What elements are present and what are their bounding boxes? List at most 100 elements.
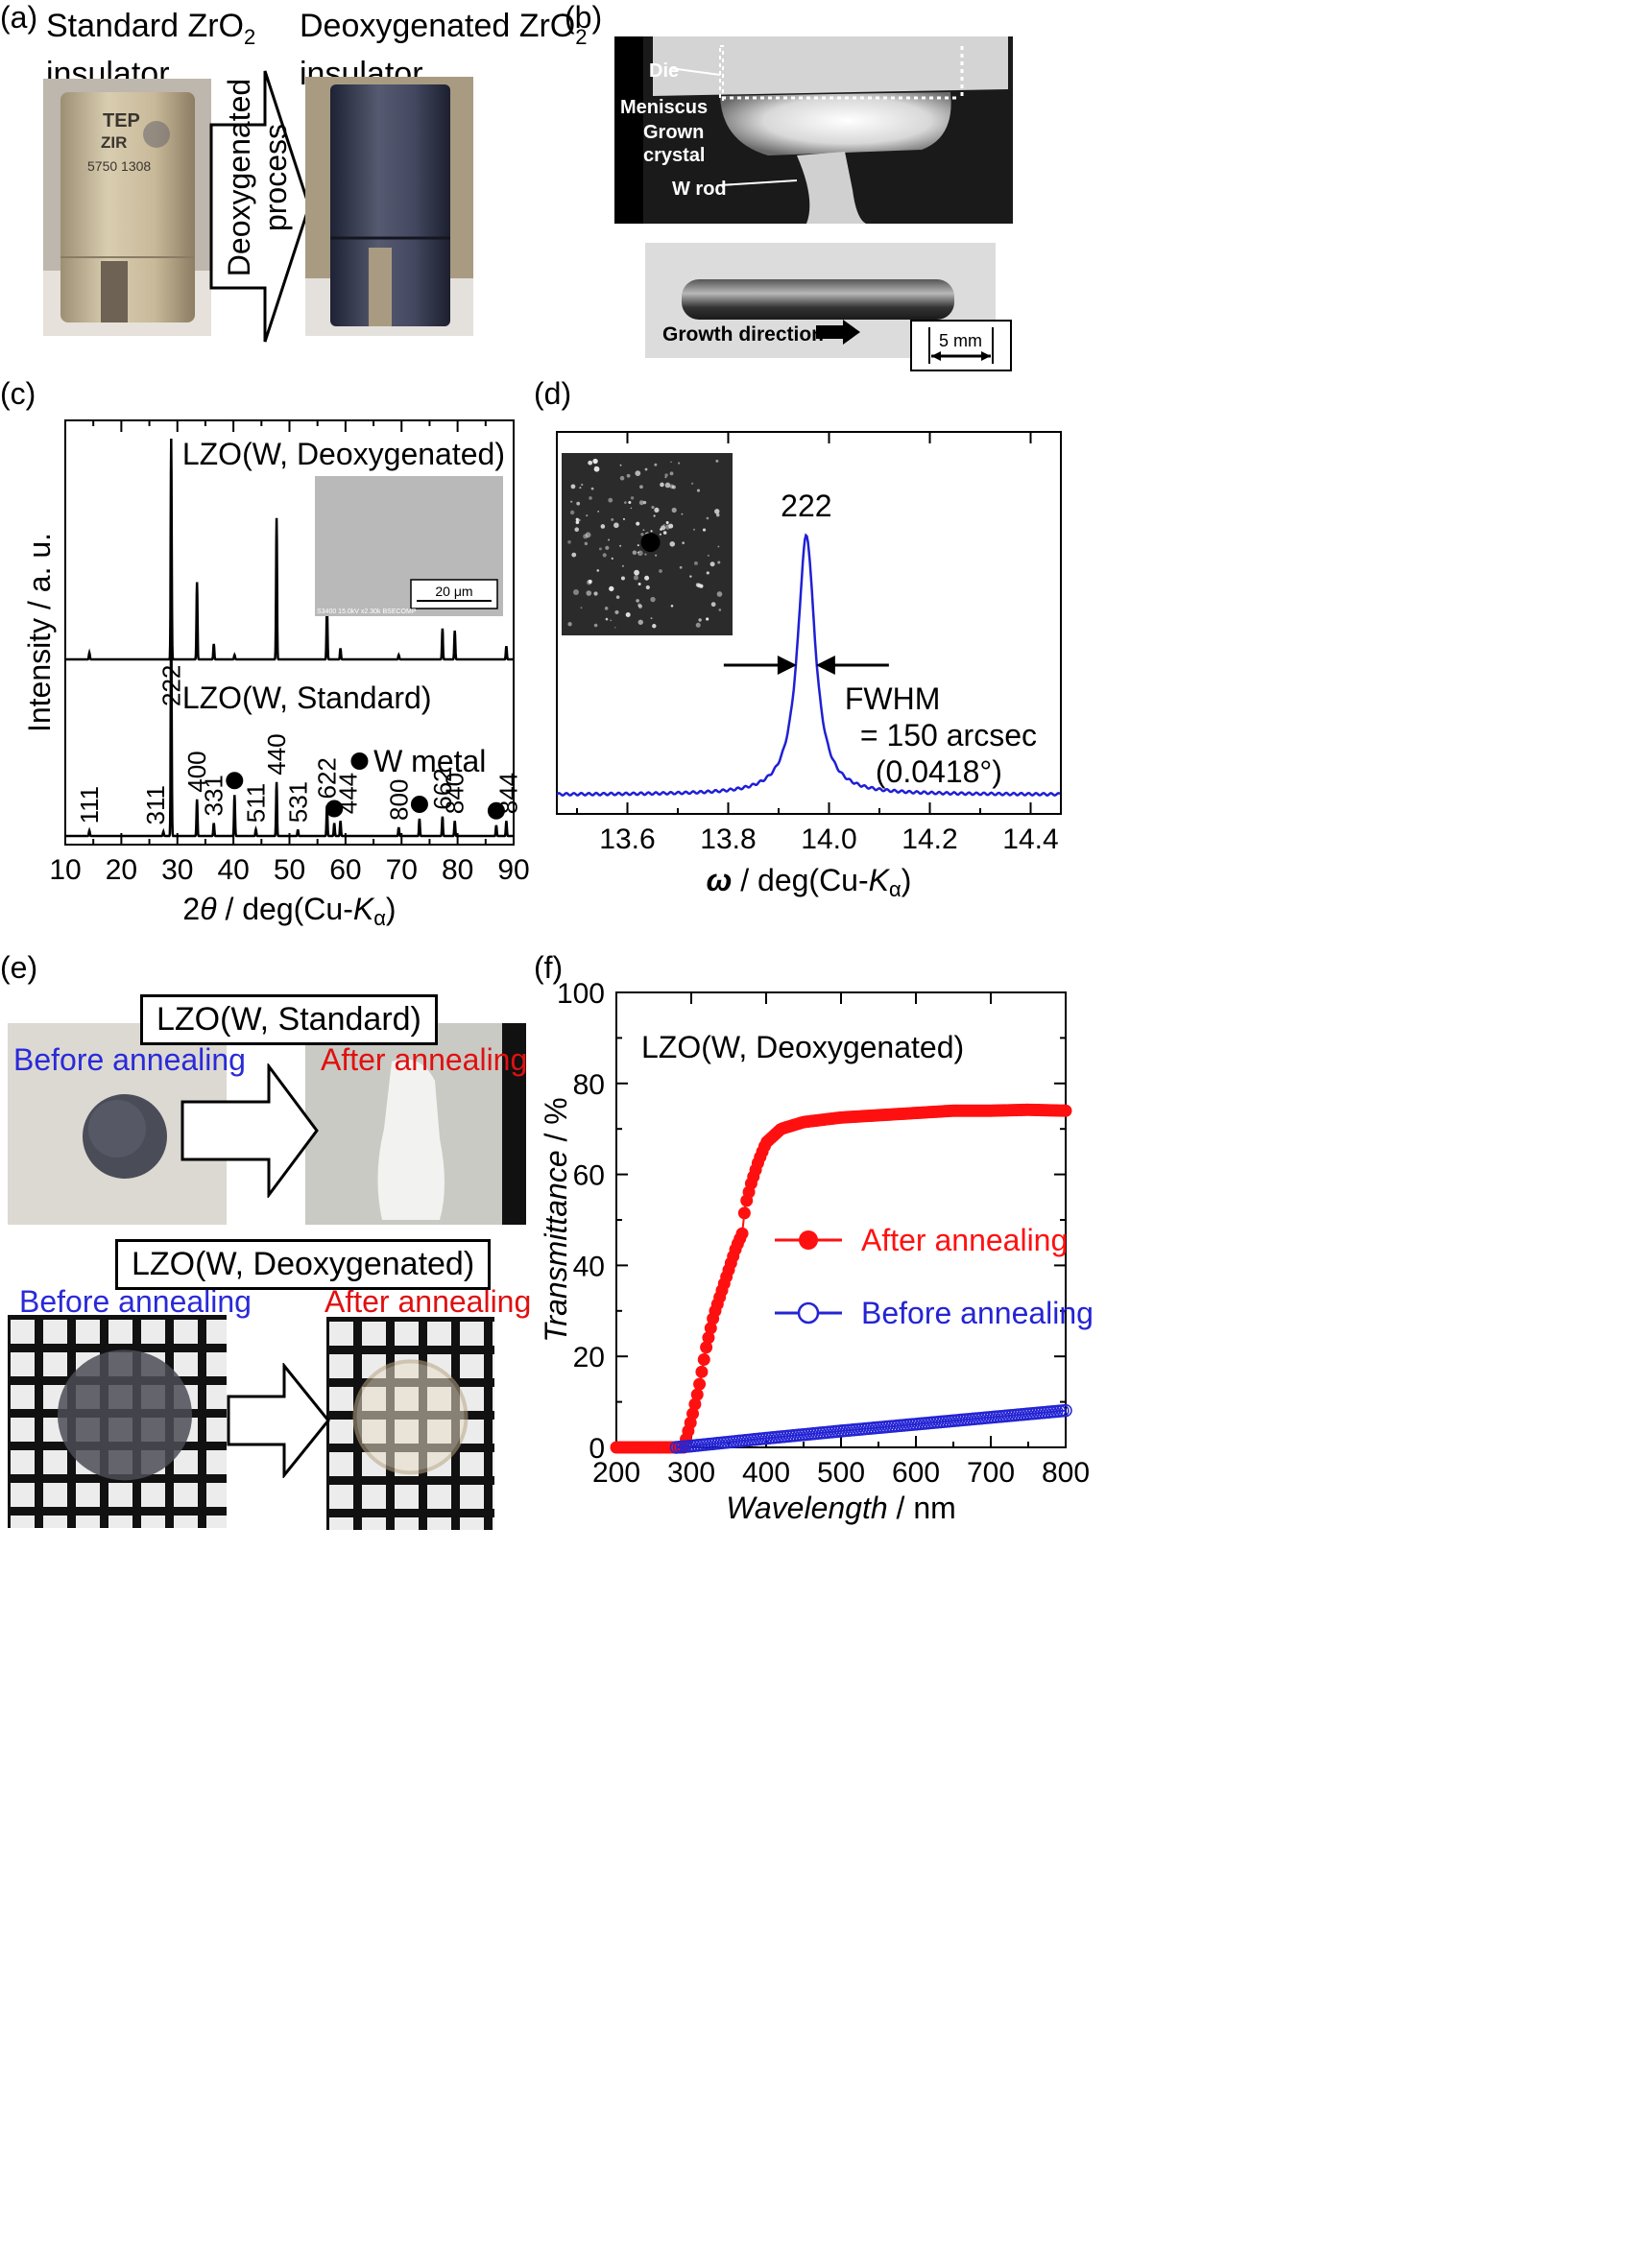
peak-label-400: 400 (182, 751, 211, 792)
grid-line (484, 1317, 493, 1530)
panel-label-e: (e) (0, 950, 38, 985)
laue-spot (644, 467, 648, 471)
laue-spot (625, 612, 631, 618)
x-axis-label-post: / deg(Cu- (217, 892, 353, 926)
label-w-rod: W rod (672, 179, 727, 200)
laue-spot (585, 532, 591, 538)
laue-spot (621, 564, 624, 567)
laue-spot (575, 517, 579, 521)
chart-title: LZO(W, Deoxygenated) (641, 1030, 964, 1064)
crystal-disc (352, 1359, 469, 1475)
process-arrow (209, 70, 311, 343)
peak-label-111: 111 (75, 786, 104, 824)
laue-spot (693, 561, 698, 565)
grid-line (35, 1315, 43, 1528)
laue-spot (586, 514, 589, 517)
fwhm-annotation-1: FWHM (845, 681, 941, 716)
laue-spot (634, 569, 639, 576)
laue-beam-stop (640, 533, 661, 553)
data-point-before (1059, 1403, 1072, 1418)
legend-marker-1 (797, 1301, 820, 1325)
laue-spot (630, 507, 633, 510)
panel-label-b: (b) (565, 0, 603, 35)
y-axis-label-unit: / % (539, 1097, 573, 1150)
laue-spot (626, 473, 631, 478)
x-tick-label: 14.2 (902, 824, 957, 855)
laue-spot (636, 599, 639, 603)
x-tick-label: 10 (49, 854, 81, 886)
laue-spot (653, 514, 656, 517)
x-tick-label: 70 (386, 854, 418, 886)
process-arrow-text-2: process (258, 123, 293, 232)
laue-spot (707, 554, 709, 557)
y-tick-label: 20 (573, 1342, 605, 1373)
x-axis-label-alpha: α (889, 877, 902, 901)
grid-line (8, 1315, 227, 1320)
laue-spot (637, 603, 641, 608)
laue-spot (654, 507, 660, 513)
laue-spot (628, 500, 632, 504)
grid-line (326, 1509, 494, 1517)
laue-spot (706, 617, 709, 621)
laue-spot (570, 484, 576, 489)
box-label-deoxy: LZO(W, Deoxygenated) (115, 1239, 492, 1290)
insulator-print-2: ZIR (101, 133, 127, 152)
peak-label-622: 622 (313, 757, 342, 799)
x-tick-label: 50 (274, 854, 305, 886)
legend-w-metal-marker (350, 752, 369, 770)
laue-spot (636, 521, 640, 526)
y-axis-label-italic: Transmittance (539, 1150, 573, 1342)
xrd-trace-standard (65, 619, 514, 838)
laue-spot (715, 513, 720, 517)
x-tick-label: 90 (497, 854, 529, 886)
laue-spot (637, 550, 643, 557)
grid-line (326, 1317, 494, 1322)
data-point-after (737, 1206, 751, 1220)
sem-caption: S3400 15.0kV x2.30k BSECOMP (317, 609, 417, 615)
data-point-after (688, 1397, 702, 1411)
laue-spot (602, 553, 607, 558)
laue-spot (579, 487, 582, 489)
laue-spot (592, 458, 598, 465)
laue-spot (624, 501, 627, 504)
photo-deoxygenated-insulator (305, 77, 473, 336)
laue-spot (630, 496, 635, 500)
x-tick-label: 80 (442, 854, 473, 886)
label-standard-before: Before annealing (13, 1042, 246, 1077)
grid-line (8, 1507, 227, 1516)
x-tick-label: 500 (817, 1457, 865, 1489)
x-tick-label: 20 (106, 854, 137, 886)
sem-scale-label: 20 μm (435, 584, 472, 599)
laue-spot (637, 544, 639, 547)
y-tick-label: 100 (557, 978, 605, 1010)
x-axis-label-close: ) (386, 892, 397, 926)
laue-spot (652, 624, 657, 629)
panel-label-f: (f) (534, 950, 564, 985)
fwhm-arrowhead-right (815, 656, 835, 675)
laue-spot (620, 576, 625, 581)
laue-spot (644, 575, 650, 581)
process-arrow-text-1: Deoxygenated (222, 78, 256, 277)
deoxy-title-sub: 2 (575, 24, 588, 49)
laue-spot (664, 476, 667, 479)
label-standard-after: After annealing (321, 1042, 528, 1077)
laue-spot (664, 482, 671, 489)
laue-spot (670, 605, 674, 608)
laue-spot (651, 505, 655, 510)
laue-spot (715, 459, 719, 463)
laue-spot (580, 607, 583, 609)
x-tick-label: 13.6 (599, 824, 655, 855)
data-point-after (700, 1341, 713, 1354)
panel-label-d: (d) (534, 376, 572, 411)
laue-spot (597, 511, 600, 513)
laue-spot (581, 483, 584, 487)
fwhm-arrowhead-left (777, 656, 797, 675)
x-tick-label: 60 (329, 854, 361, 886)
laue-spot (576, 501, 581, 506)
laue-spot (706, 516, 709, 520)
laue-spot (690, 482, 694, 485)
photo-deoxy-after (326, 1317, 494, 1530)
fwhm-annotation-3: (0.0418°) (876, 754, 1002, 789)
laue-spot (611, 557, 613, 560)
laue-spot (571, 552, 577, 558)
